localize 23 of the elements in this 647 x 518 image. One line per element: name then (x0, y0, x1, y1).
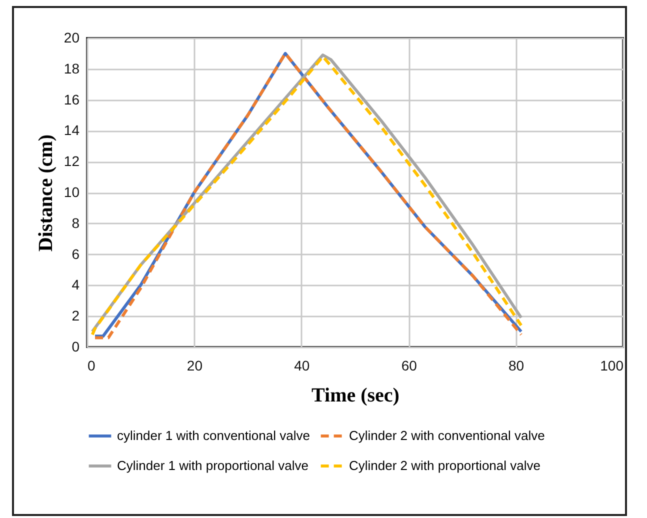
legend-label: Cylinder 2 with proportional valve (349, 458, 540, 473)
legend-label: Cylinder 1 with proportional valve (117, 458, 308, 473)
x-axis-title: Time (sec) (312, 384, 400, 406)
x-tick-label: 100 (600, 358, 624, 374)
y-tick-label: 20 (64, 30, 80, 46)
y-tick-label: 12 (64, 153, 80, 170)
x-tick-label: 20 (186, 358, 203, 374)
y-tick-label: 0 (72, 338, 80, 354)
y-tick-label: 16 (64, 91, 80, 108)
y-tick-label: 14 (64, 122, 80, 138)
y-tick-label: 18 (64, 60, 80, 76)
x-tick-label: 60 (401, 358, 418, 374)
x-tick-label: 0 (88, 358, 96, 374)
y-tick-label: 2 (72, 308, 80, 324)
x-tick-label: 80 (508, 358, 524, 374)
y-axis-title: Distance (cm) (34, 134, 57, 252)
legend-label: cylinder 1 with conventional valve (117, 428, 310, 443)
y-tick-label: 10 (64, 184, 80, 200)
x-tick-label: 40 (294, 358, 310, 374)
legend-label: Cylinder 2 with conventional valve (349, 428, 545, 443)
y-tick-label: 6 (72, 246, 80, 262)
y-tick-label: 4 (72, 276, 80, 293)
y-tick-label: 8 (72, 214, 80, 231)
